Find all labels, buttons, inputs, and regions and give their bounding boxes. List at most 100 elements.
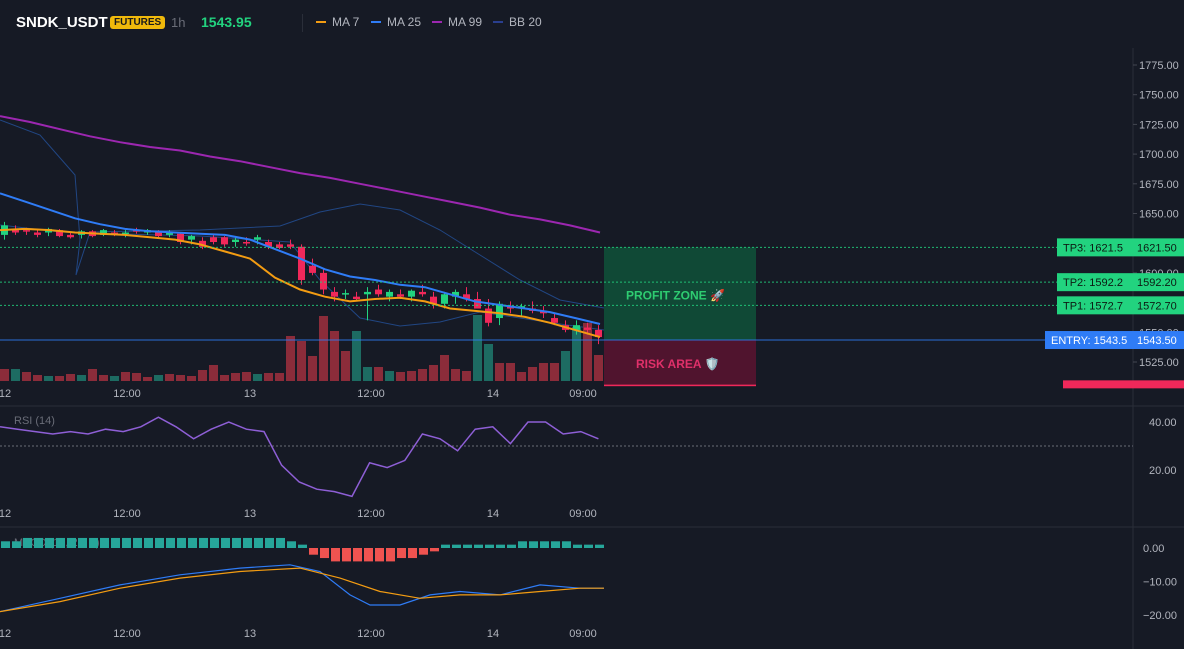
candle-body (243, 242, 250, 244)
timeframe-label[interactable]: 1h (171, 15, 186, 30)
ma99-swatch (432, 21, 442, 23)
volume-bar (209, 365, 218, 381)
macd-hist-bar (210, 537, 219, 548)
legend-ma25[interactable]: MA 25 (371, 15, 421, 29)
time-label: 13 (244, 388, 256, 400)
candle-body (463, 294, 470, 300)
volume-bar (264, 373, 273, 381)
candle-body (584, 327, 591, 330)
candle-body (408, 290, 415, 297)
volume-bar (44, 376, 53, 381)
volume-bar (308, 356, 317, 381)
macd-hist-bar (56, 537, 65, 548)
level-tag-sl[interactable] (1063, 380, 1184, 389)
volume-bar (66, 374, 75, 381)
price-tick-label: 1750.00 (1139, 90, 1179, 102)
macd-hist-bar (199, 537, 208, 548)
volume-bar (528, 367, 537, 381)
price-tick-label: 1775.00 (1139, 60, 1179, 72)
volume-bar (495, 363, 504, 381)
candle-body (375, 289, 382, 295)
candle-body (221, 237, 228, 245)
volume-bar (396, 372, 405, 381)
macd-tick: −10.00 (1143, 577, 1177, 589)
candle-body (496, 303, 503, 319)
macd-hist-bar (584, 544, 593, 548)
macd-hist-bar (529, 541, 538, 548)
candle-body (155, 231, 162, 237)
volume-bar (55, 376, 64, 381)
time-label: 12:00 (357, 628, 385, 640)
macd-hist-bar (507, 544, 516, 548)
macd-hist-bar (485, 544, 494, 548)
candle-body (485, 308, 492, 323)
volume-bar (154, 375, 163, 381)
risk-zone-label: RISK AREA 🛡️ (636, 357, 719, 371)
macd-hist-bar (89, 537, 98, 548)
candle-body (452, 291, 459, 297)
rsi-tick: 20.00 (1149, 465, 1177, 477)
volume-bar (506, 363, 515, 381)
level-tag-tp3[interactable] (1057, 238, 1133, 257)
time-label: 12 (0, 508, 11, 520)
time-label: 12:00 (113, 388, 141, 400)
axis-tag-text-tp1: 1572.70 (1137, 300, 1177, 312)
volume-bar (462, 371, 471, 381)
legend-ma7-label: MA 7 (332, 15, 360, 29)
bb20-swatch (493, 21, 503, 23)
candle-body (386, 291, 393, 297)
rsi-line (0, 416, 599, 498)
macd-hist-bar (364, 548, 373, 562)
level-tag-entry[interactable] (1045, 331, 1133, 350)
macd-hist-bar (34, 537, 43, 548)
macd-hist-bar (177, 537, 186, 548)
level-tag-tp2[interactable] (1057, 273, 1133, 292)
time-label: 14 (487, 628, 499, 640)
candle-body (298, 246, 305, 281)
candle-body (276, 244, 283, 248)
candle-body (177, 233, 184, 243)
volume-bar (484, 344, 493, 381)
macd-hist-bar (595, 544, 604, 548)
macd-hist-bar (452, 544, 461, 548)
price-tick-label: 1525.00 (1139, 357, 1179, 369)
macd-hist-bar (562, 541, 571, 548)
header-divider (302, 14, 303, 32)
symbol-label[interactable]: SNDK_USDT (16, 14, 108, 31)
time-label: 12:00 (113, 628, 141, 640)
macd-tick: −20.00 (1143, 610, 1177, 622)
legend-ma7[interactable]: MA 7 (316, 15, 359, 29)
volume-bar (550, 363, 559, 381)
macd-hist-bar (309, 548, 318, 555)
candle-body (397, 294, 404, 297)
candle-body (166, 232, 173, 235)
volume-bar (187, 376, 196, 381)
volume-bar (583, 323, 592, 381)
volume-bar (22, 372, 31, 381)
level-tag-tp1[interactable] (1057, 296, 1133, 315)
macd-hist-bar (419, 548, 428, 555)
candle-body (441, 294, 448, 304)
macd-hist-bar (111, 537, 120, 548)
legend-bb20[interactable]: BB 20 (493, 15, 542, 29)
volume-bar (517, 372, 526, 381)
volume-bar (440, 355, 449, 381)
volume-bar (165, 374, 174, 381)
volume-bar (330, 331, 339, 381)
candle-body (309, 265, 316, 273)
time-label: 12 (0, 388, 11, 400)
macd-hist-bar (100, 537, 109, 548)
macd-hist-bar (221, 537, 230, 548)
macd-hist-bar (408, 548, 417, 559)
legend-ma99[interactable]: MA 99 (432, 15, 482, 29)
macd-hist-bar (12, 541, 21, 548)
volume-bar (363, 367, 372, 381)
volume-bar (33, 375, 42, 381)
candle-body (254, 237, 261, 240)
macd-hist-bar (496, 544, 505, 548)
candle-body (474, 299, 481, 309)
macd-hist-bar (265, 537, 274, 548)
time-label: 09:00 (569, 628, 597, 640)
volume-bar (385, 371, 394, 381)
